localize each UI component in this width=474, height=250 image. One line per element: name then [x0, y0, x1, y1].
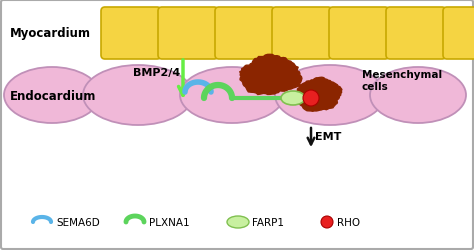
Ellipse shape: [227, 216, 249, 228]
FancyBboxPatch shape: [443, 8, 474, 60]
Text: SEMA6D: SEMA6D: [56, 217, 100, 227]
Polygon shape: [296, 78, 342, 112]
Text: Myocardium: Myocardium: [10, 28, 91, 40]
FancyBboxPatch shape: [158, 8, 218, 60]
FancyBboxPatch shape: [215, 8, 275, 60]
Circle shape: [321, 216, 333, 228]
FancyBboxPatch shape: [101, 8, 161, 60]
FancyBboxPatch shape: [272, 8, 332, 60]
Text: PLXNA1: PLXNA1: [149, 217, 190, 227]
Text: RHO: RHO: [337, 217, 360, 227]
FancyBboxPatch shape: [386, 8, 446, 60]
Circle shape: [303, 91, 319, 106]
Text: Endocardium: Endocardium: [10, 89, 96, 102]
Text: Mesenchymal
cells: Mesenchymal cells: [362, 70, 442, 92]
Ellipse shape: [281, 92, 305, 106]
FancyBboxPatch shape: [329, 8, 389, 60]
Polygon shape: [240, 55, 302, 95]
Ellipse shape: [180, 68, 284, 124]
Text: BMP2/4: BMP2/4: [133, 68, 180, 78]
Text: EMT: EMT: [315, 131, 341, 141]
Ellipse shape: [83, 66, 193, 126]
Text: FARP1: FARP1: [252, 217, 284, 227]
Ellipse shape: [275, 66, 385, 126]
Ellipse shape: [4, 68, 100, 124]
Ellipse shape: [370, 68, 466, 124]
